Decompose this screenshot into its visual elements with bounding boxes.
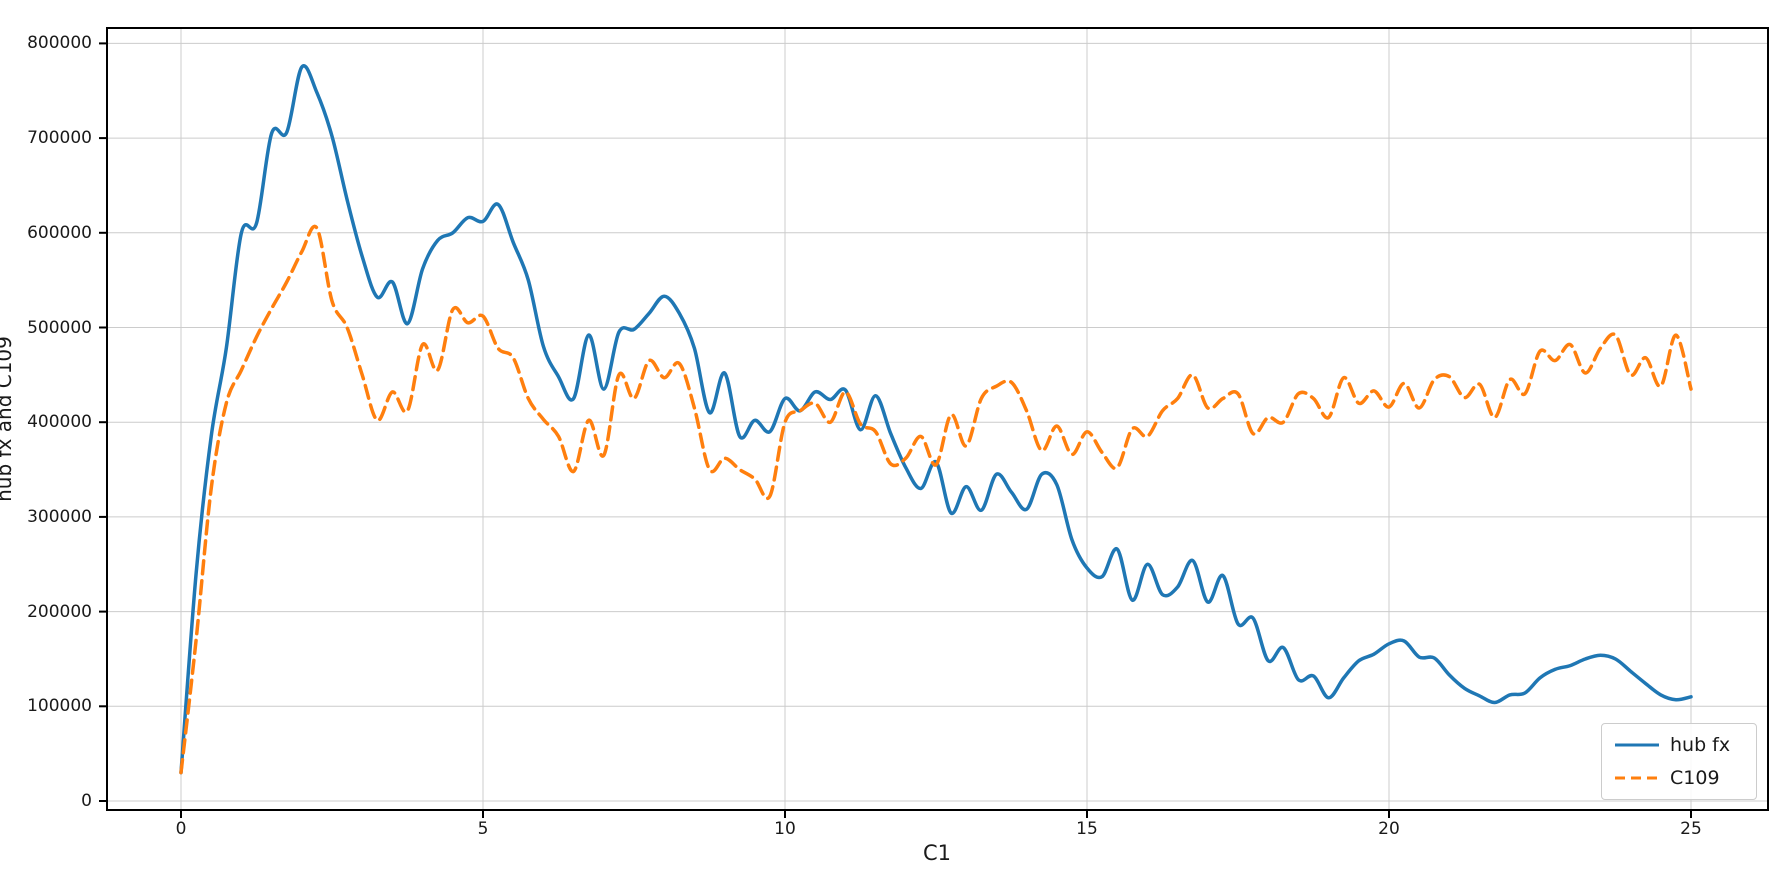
y-tick-label: 800000 [27, 33, 92, 53]
x-tick-label: 25 [1680, 819, 1702, 839]
x-tick-label: 0 [175, 819, 187, 839]
x-axis-label: C1 [922, 841, 952, 865]
legend-line-sample-dashed [1615, 776, 1659, 780]
x-tick-label: 10 [774, 819, 796, 839]
legend-line-sample-solid [1615, 743, 1659, 747]
y-axis-label: hub fx and C109 [0, 336, 16, 502]
legend-item-hub-fx: hub fx [1614, 734, 1746, 756]
x-tick-label: 20 [1378, 819, 1400, 839]
y-tick-label: 400000 [27, 412, 92, 432]
y-tick-label: 100000 [27, 696, 92, 716]
legend-label: C109 [1670, 766, 1720, 789]
y-tick-label: 700000 [27, 128, 92, 148]
legend-label: hub fx [1670, 734, 1731, 757]
y-tick-label: 0 [81, 791, 92, 811]
y-tick-label: 600000 [27, 223, 92, 243]
y-tick-label: 300000 [27, 507, 92, 527]
x-tick-label: 15 [1076, 819, 1098, 839]
x-tick-label: 5 [477, 819, 489, 839]
legend-item-c109: C109 [1614, 767, 1746, 789]
y-tick-label: 500000 [27, 318, 92, 338]
legend: hub fx C109 [1601, 723, 1757, 800]
y-tick-label: 200000 [27, 602, 92, 622]
